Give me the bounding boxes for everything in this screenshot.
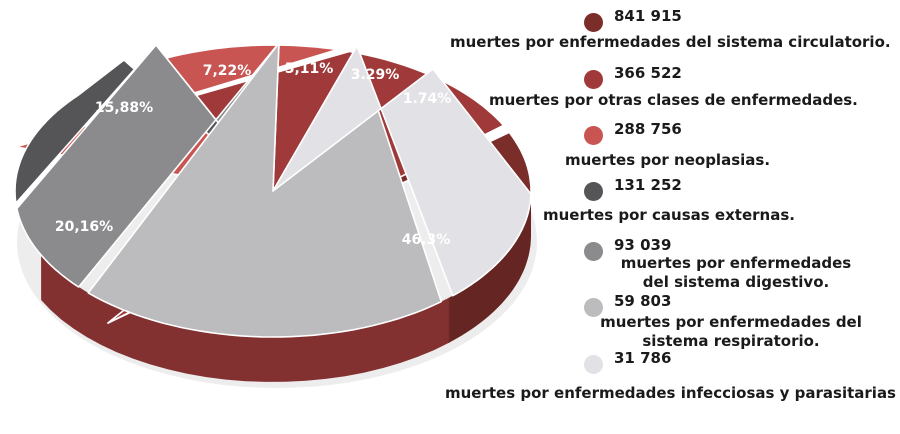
legend-value: 841 915 [614,7,682,25]
legend-value: 288 756 [614,120,682,138]
legend-value: 31 786 [614,349,672,367]
legend-color-dot [584,355,603,374]
legend-description: muertes por enfermedades del sistema res… [600,313,862,350]
pie-slice [272,45,532,297]
legend-description: muertes por enfermedades del sistema dig… [620,254,852,291]
slice-percent-label: 46,3% [402,232,451,248]
legend-value: 59 803 [614,292,672,310]
legend-value: 93 039 [614,236,672,254]
legend-description: muertes por neoplasias. [565,151,771,169]
legend-color-dot [584,182,603,201]
legend-description: muertes por otras clases de enfermedades… [489,91,858,109]
legend-color-dot [584,126,603,145]
slice-percent-label: 7,22% [203,63,252,79]
pie-slice [16,42,280,288]
slice-percent-label: 20,16% [55,219,113,235]
slice-side-0 [449,191,531,343]
legend-color-dot [584,298,603,317]
slice-side-1 [41,255,449,382]
legend-color-dot [584,13,603,32]
legend-value: 131 252 [614,176,682,194]
legend-description: muertes por enfermedades del sistema cir… [450,33,891,51]
legend-color-dot [584,242,603,261]
slice-percent-label: 1.74% [403,91,452,107]
legend-color-dot [584,70,603,89]
legend-description: muertes por enfermedades infecciosas y p… [445,384,896,402]
slice-percent-label: 3.29% [351,67,400,83]
legend-description: muertes por causas externas. [543,206,795,224]
slice-percent-label: 5,11% [285,61,334,77]
legend-value: 366 522 [614,64,682,82]
slice-percent-label: 15,88% [95,100,153,116]
